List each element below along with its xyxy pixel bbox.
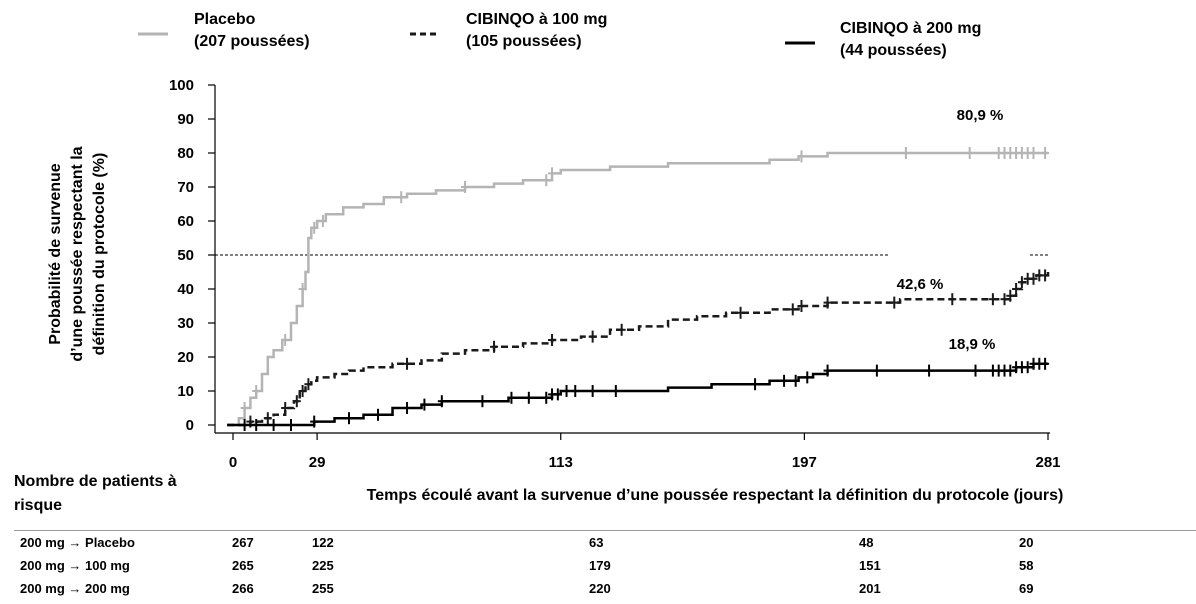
legend: Placebo (207 poussées) CIBINQO à 100 mg (10… bbox=[138, 11, 981, 59]
y-tick-label: 30 bbox=[177, 315, 194, 332]
legend-entry-count: (207 poussées) bbox=[194, 33, 310, 50]
end-label: 18,9 % bbox=[949, 336, 996, 353]
x-tick-label: 0 bbox=[229, 454, 237, 471]
end-label: 42,6 % bbox=[897, 276, 944, 293]
risk-cell: 63 bbox=[589, 535, 604, 550]
risk-table-divider bbox=[14, 530, 1196, 531]
y-tick-label: 60 bbox=[177, 213, 194, 230]
y-tick-label: 40 bbox=[177, 281, 194, 298]
end-label: 80,9 % bbox=[957, 107, 1004, 124]
series-1 bbox=[227, 147, 1050, 427]
y-tick-label: 70 bbox=[177, 179, 194, 196]
end-labels: 80,9 % 42,6 % 18,9 % bbox=[897, 107, 1004, 353]
axes: 0 10 20 30 40 50 60 70 80 90 100 0 29 113 197 281 bbox=[169, 77, 1061, 471]
risk-cell: 220 bbox=[589, 581, 611, 596]
x-axis-label: Temps écoulé avant la survenue d’une pou… bbox=[367, 487, 1064, 504]
x-tick-label: 113 bbox=[549, 454, 573, 471]
y-axis-label-line: d’une poussée respectant la bbox=[69, 146, 86, 361]
legend-entry-count: (44 poussées) bbox=[840, 42, 947, 59]
series-3 bbox=[227, 357, 1050, 431]
x-tick-label: 281 bbox=[1035, 454, 1060, 471]
series-line bbox=[227, 362, 1048, 427]
legend-entry-name: Placebo bbox=[194, 11, 256, 28]
y-axis-label-line: Probabilité de survenue bbox=[47, 163, 64, 344]
risk-cell: 255 bbox=[312, 581, 334, 596]
risk-table-title: Nombre de patients à risque bbox=[14, 473, 177, 514]
risk-cell: 267 bbox=[232, 535, 254, 550]
y-tick-label: 90 bbox=[177, 111, 194, 128]
legend-entry-name: CIBINQO à 200 mg bbox=[840, 20, 981, 37]
y-axis-label: Probabilité de survenue d’une poussée res… bbox=[47, 146, 108, 361]
legend-entry-count: (105 poussées) bbox=[466, 33, 582, 50]
risk-cell: 179 bbox=[589, 558, 611, 573]
risk-row: 200 mg → 200 mg 266 255 220 201 69 bbox=[14, 578, 1196, 600]
x-tick-label: 197 bbox=[792, 454, 817, 471]
y-tick-label: 80 bbox=[177, 145, 194, 162]
series-2 bbox=[227, 269, 1050, 428]
y-tick-label: 20 bbox=[177, 349, 194, 366]
x-tick-label: 29 bbox=[309, 454, 326, 471]
series-line bbox=[227, 272, 1050, 427]
risk-cell: 122 bbox=[312, 535, 334, 550]
risk-cell: 266 bbox=[232, 581, 254, 596]
risk-cell: 69 bbox=[1019, 581, 1034, 596]
risk-row: 200 mg → 100 mg 265 225 179 151 58 bbox=[14, 555, 1196, 577]
series-line bbox=[227, 151, 1048, 427]
risk-cell: 201 bbox=[859, 581, 881, 596]
series-group bbox=[227, 147, 1050, 431]
y-tick-label: 10 bbox=[177, 383, 194, 400]
risk-cell: 58 bbox=[1019, 558, 1034, 573]
risk-cell: 48 bbox=[859, 535, 874, 550]
y-tick-label: 50 bbox=[177, 247, 194, 264]
risk-row-label: 200 mg → 100 mg bbox=[20, 558, 130, 573]
risk-row-label: 200 mg → 200 mg bbox=[20, 581, 130, 596]
risk-row: 200 mg → Placebo 267 122 63 48 20 bbox=[14, 532, 1196, 554]
y-tick-label: 100 bbox=[169, 77, 194, 94]
risk-cell: 151 bbox=[859, 558, 881, 573]
risk-cell: 20 bbox=[1019, 535, 1034, 550]
risk-cell: 225 bbox=[312, 558, 334, 573]
legend-entry-name: CIBINQO à 100 mg bbox=[466, 11, 607, 28]
risk-cell: 265 bbox=[232, 558, 254, 573]
y-tick-label: 0 bbox=[186, 417, 194, 434]
risk-row-label: 200 mg → Placebo bbox=[20, 535, 135, 550]
y-axis-label-line: définition du protocole (%) bbox=[91, 153, 108, 356]
